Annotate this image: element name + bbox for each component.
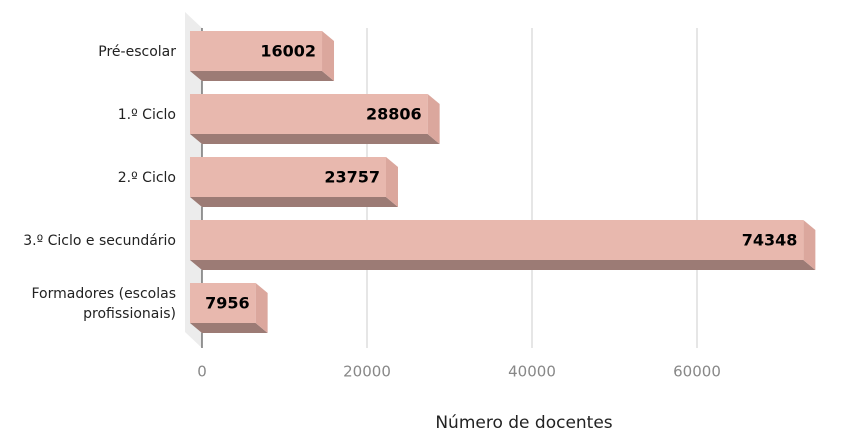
bar [190, 94, 440, 144]
bar [190, 31, 335, 81]
value-label: 23757 [324, 168, 380, 187]
bar-face [190, 197, 398, 207]
x-tick-label: 20000 [343, 363, 391, 381]
bar-face [190, 31, 323, 71]
value-label: 16002 [260, 42, 316, 61]
bar-face [803, 220, 816, 270]
bar-face [190, 134, 440, 144]
y-tick-label: 3.º Ciclo e secundário [23, 233, 176, 249]
bar-face [190, 260, 816, 270]
bar-face [255, 283, 268, 333]
bar-face [385, 157, 398, 207]
value-label: 74348 [742, 231, 798, 250]
bar-face [427, 94, 440, 144]
bar-face [190, 220, 804, 260]
bar-face [190, 71, 335, 81]
bar-face [322, 31, 335, 81]
value-label: 28806 [366, 105, 422, 124]
x-tick-label: 0 [197, 363, 207, 381]
y-tick-label: Pré-escolar [98, 44, 176, 60]
bar [190, 283, 268, 333]
y-tick-label: Formadores (escolas profissionais) [32, 286, 177, 322]
bar-face [190, 94, 428, 134]
bar-face [190, 323, 268, 333]
x-tick-label: 60000 [673, 363, 721, 381]
value-label: 7956 [205, 294, 250, 313]
x-tick-label: 40000 [508, 363, 556, 381]
bar-face [190, 283, 256, 323]
y-tick-label: 1.º Ciclo [118, 107, 176, 123]
x-axis-label: Número de docentes [435, 413, 612, 429]
y-tick-label: 2.º Ciclo [118, 170, 176, 186]
bar-face [190, 157, 386, 197]
bar [190, 157, 398, 207]
bar [190, 220, 816, 270]
